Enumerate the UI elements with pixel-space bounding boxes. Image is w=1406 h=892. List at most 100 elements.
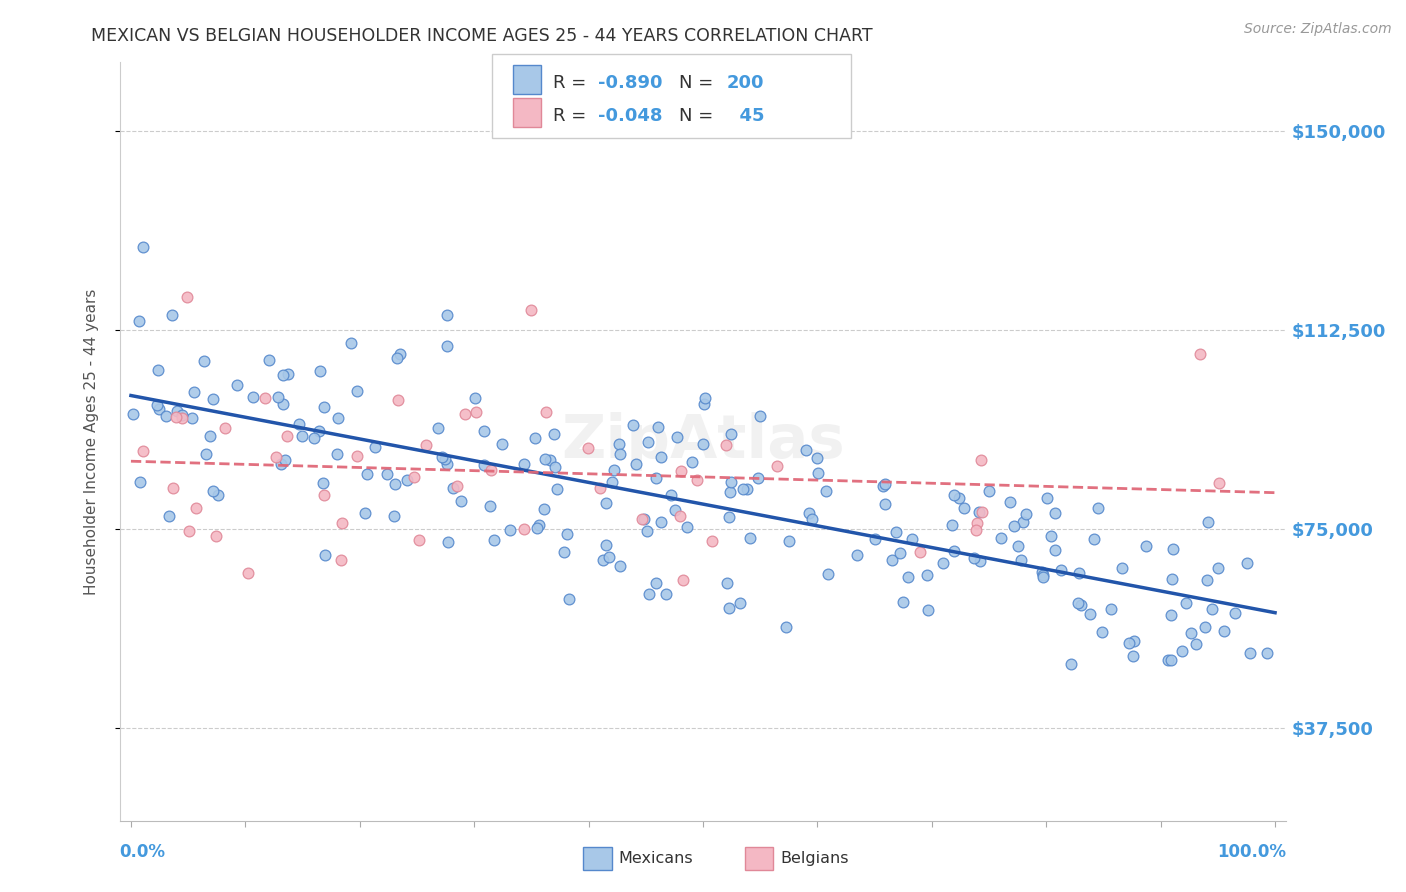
- Point: [312, 475, 335, 490]
- Point: [132, 443, 155, 458]
- Point: [160, 308, 183, 322]
- Point: [1160, 607, 1182, 622]
- Point: [1032, 570, 1054, 584]
- Point: [346, 449, 368, 463]
- Point: [766, 458, 789, 473]
- Point: [908, 544, 931, 558]
- Text: 200: 200: [727, 74, 765, 92]
- Point: [1208, 475, 1230, 490]
- Point: [242, 390, 264, 404]
- Point: [450, 494, 472, 508]
- Point: [302, 431, 325, 445]
- Text: 0.0%: 0.0%: [120, 843, 166, 861]
- Point: [1091, 624, 1114, 639]
- Point: [966, 516, 988, 530]
- Point: [621, 418, 644, 433]
- Point: [404, 470, 426, 484]
- Point: [128, 313, 150, 327]
- Point: [1236, 556, 1258, 570]
- Point: [666, 430, 689, 444]
- Point: [195, 446, 218, 460]
- Point: [669, 464, 692, 478]
- Point: [863, 532, 886, 546]
- Point: [201, 392, 224, 407]
- Point: [433, 452, 456, 467]
- Point: [659, 488, 682, 502]
- Point: [1256, 646, 1278, 660]
- Point: [607, 437, 630, 451]
- Point: [636, 524, 658, 539]
- Point: [159, 509, 181, 524]
- Point: [430, 450, 453, 464]
- Point: [1015, 508, 1038, 522]
- Point: [162, 481, 184, 495]
- Point: [314, 548, 336, 562]
- Point: [669, 508, 692, 523]
- Point: [1197, 573, 1219, 587]
- Point: [491, 437, 513, 451]
- Point: [436, 338, 458, 352]
- Point: [170, 410, 193, 425]
- Point: [408, 533, 430, 547]
- Point: [1111, 561, 1133, 575]
- Point: [603, 463, 626, 477]
- Point: [686, 473, 709, 487]
- Point: [519, 302, 541, 317]
- Point: [664, 502, 686, 516]
- Point: [650, 515, 672, 529]
- Point: [207, 488, 229, 502]
- Point: [1078, 607, 1101, 621]
- Point: [184, 501, 207, 516]
- Point: [740, 531, 762, 545]
- Point: [529, 518, 551, 533]
- Point: [454, 407, 477, 421]
- Point: [1031, 566, 1053, 580]
- Point: [1161, 541, 1184, 556]
- Point: [146, 398, 169, 412]
- Text: Mexicans: Mexicans: [619, 851, 693, 865]
- Point: [1160, 653, 1182, 667]
- Point: [257, 353, 280, 368]
- Point: [276, 429, 298, 443]
- Text: 45: 45: [727, 107, 765, 125]
- Point: [747, 470, 769, 484]
- Point: [291, 429, 314, 443]
- Point: [1171, 644, 1194, 658]
- Point: [354, 506, 377, 520]
- Point: [796, 443, 818, 458]
- Point: [183, 384, 205, 399]
- Point: [415, 437, 437, 451]
- Point: [942, 488, 965, 502]
- Point: [273, 397, 295, 411]
- Text: R =: R =: [553, 74, 592, 92]
- Y-axis label: Householder Income Ages 25 - 44 years: Householder Income Ages 25 - 44 years: [84, 288, 98, 595]
- Point: [806, 450, 828, 465]
- Point: [326, 447, 349, 461]
- Point: [271, 368, 294, 382]
- Point: [555, 527, 578, 541]
- Point: [346, 384, 368, 399]
- Point: [681, 455, 703, 469]
- Point: [807, 466, 830, 480]
- Point: [598, 549, 620, 564]
- Point: [953, 500, 976, 515]
- Point: [693, 391, 716, 405]
- Point: [330, 516, 353, 531]
- Point: [969, 553, 991, 567]
- Point: [533, 502, 555, 516]
- Point: [589, 481, 612, 495]
- Point: [720, 426, 742, 441]
- Point: [1070, 598, 1092, 612]
- Point: [748, 409, 770, 423]
- Point: [1050, 563, 1073, 577]
- Point: [1031, 568, 1053, 582]
- Point: [436, 308, 458, 322]
- Point: [546, 482, 568, 496]
- Point: [436, 457, 458, 471]
- Point: [533, 452, 555, 467]
- Point: [177, 524, 200, 539]
- Point: [253, 392, 276, 406]
- Point: [1067, 566, 1090, 580]
- Point: [901, 533, 924, 547]
- Point: [645, 576, 668, 591]
